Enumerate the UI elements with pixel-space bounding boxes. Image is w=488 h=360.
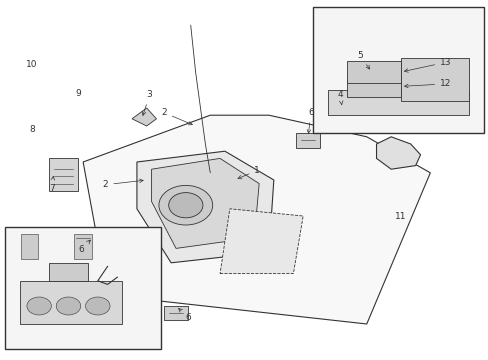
Bar	[5, 227, 161, 349]
Polygon shape	[20, 281, 122, 324]
Polygon shape	[74, 234, 92, 259]
Polygon shape	[220, 209, 303, 274]
Text: 13: 13	[404, 58, 451, 72]
Bar	[312, 7, 483, 133]
Text: 11: 11	[394, 212, 406, 220]
Text: 8: 8	[29, 125, 35, 134]
Polygon shape	[327, 90, 468, 115]
Text: 3: 3	[142, 90, 152, 116]
Text: 1: 1	[238, 166, 260, 179]
Text: 2: 2	[161, 108, 192, 125]
Polygon shape	[132, 108, 156, 126]
Polygon shape	[71, 230, 95, 245]
Text: 2: 2	[102, 179, 143, 189]
Circle shape	[85, 297, 110, 315]
Text: 6: 6	[306, 108, 313, 133]
Polygon shape	[49, 158, 78, 191]
Text: 5: 5	[356, 51, 369, 69]
Text: 9: 9	[75, 89, 81, 98]
Text: 4: 4	[337, 90, 343, 105]
Text: 12: 12	[404, 80, 450, 89]
Polygon shape	[93, 266, 127, 292]
Text: 6: 6	[178, 309, 191, 323]
Polygon shape	[346, 61, 400, 83]
Text: 7: 7	[49, 176, 55, 193]
Text: 10: 10	[26, 60, 38, 69]
Polygon shape	[137, 151, 273, 263]
Polygon shape	[83, 115, 429, 324]
Circle shape	[27, 297, 51, 315]
Circle shape	[168, 193, 203, 218]
Circle shape	[56, 297, 81, 315]
Polygon shape	[20, 234, 38, 259]
Polygon shape	[49, 263, 88, 281]
Polygon shape	[163, 306, 188, 320]
Circle shape	[159, 185, 212, 225]
Text: 6: 6	[78, 240, 90, 254]
Polygon shape	[346, 79, 400, 97]
Polygon shape	[151, 158, 259, 248]
Polygon shape	[346, 72, 425, 115]
Polygon shape	[295, 133, 320, 148]
Polygon shape	[400, 58, 468, 101]
Polygon shape	[376, 137, 420, 169]
